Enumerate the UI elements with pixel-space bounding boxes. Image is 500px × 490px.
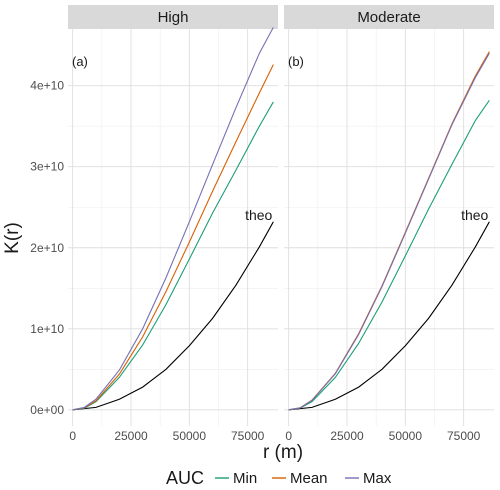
- x-tick-label: 50000: [173, 429, 207, 443]
- y-axis-ticks: 0e+00 1e+10 2e+10 3e+10 4e+10: [30, 79, 64, 417]
- facet-strip-label: Moderate: [357, 9, 420, 26]
- legend-label-min: Min: [233, 470, 257, 487]
- y-tick-label: 2e+10: [30, 241, 64, 255]
- legend-title: AUC: [166, 468, 204, 488]
- x-tick-label: 75000: [231, 429, 265, 443]
- legend-label-max: Max: [363, 470, 392, 487]
- theo-label: theo: [245, 207, 272, 223]
- x-tick-label: 25000: [330, 429, 364, 443]
- panel-high: High (a) theo: [68, 5, 278, 426]
- series-line-min: [72, 101, 274, 411]
- series-line-mean: [72, 64, 274, 411]
- x-tick-label: 0: [285, 429, 292, 443]
- x-axis-ticks: 0 25000 50000 75000 0 25000 50000 75000: [69, 429, 480, 443]
- y-tick-label: 1e+10: [30, 322, 64, 336]
- x-tick-label: 25000: [114, 429, 148, 443]
- y-tick-label: 0e+00: [30, 403, 64, 417]
- series-line-theo: [72, 221, 274, 411]
- series-line-max: [288, 53, 490, 411]
- legend: AUC Min Mean Max: [166, 468, 392, 488]
- x-tick-label: 75000: [447, 429, 481, 443]
- series-line-min: [288, 99, 490, 411]
- x-axis-title: r (m): [263, 442, 303, 463]
- series-line-max: [72, 27, 274, 411]
- y-tick-label: 3e+10: [30, 160, 64, 174]
- facet-panels: High (a) theo Moderate (b) theo: [68, 5, 494, 426]
- legend-label-mean: Mean: [290, 470, 328, 487]
- panel-moderate: Moderate (b) theo: [284, 5, 494, 426]
- facet-strip-label: High: [158, 9, 189, 26]
- x-tick-label: 50000: [389, 429, 423, 443]
- facet-strip: [68, 5, 278, 29]
- plot-area: [68, 29, 278, 426]
- x-tick-label: 0: [69, 429, 76, 443]
- plot-area: [284, 29, 494, 426]
- panel-tag: (b): [288, 54, 304, 69]
- facet-strip: [284, 5, 494, 29]
- panel-tag: (a): [72, 54, 88, 69]
- theo-label: theo: [461, 207, 488, 223]
- y-axis-title: K(r): [2, 222, 23, 254]
- series-line-theo: [288, 221, 490, 411]
- y-tick-label: 4e+10: [30, 79, 64, 93]
